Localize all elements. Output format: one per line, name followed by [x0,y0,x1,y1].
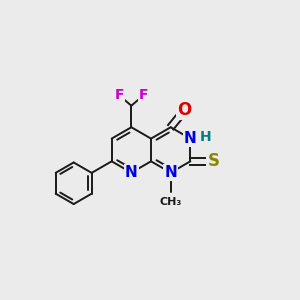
Text: N: N [184,131,197,146]
Text: S: S [208,152,220,170]
Text: N: N [164,165,177,180]
Text: CH₃: CH₃ [160,196,182,206]
Text: O: O [177,101,192,119]
Text: H: H [200,130,212,144]
Text: N: N [125,165,138,180]
Text: F: F [114,88,124,102]
Text: F: F [139,88,148,102]
